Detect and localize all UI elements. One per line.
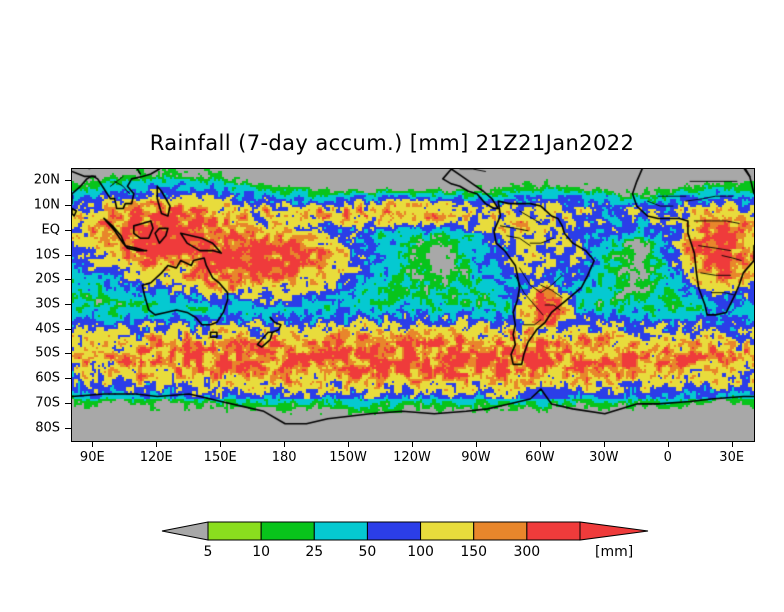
x-axis-tick-label: 60W — [525, 450, 555, 465]
y-axis-tick-mark — [65, 304, 71, 305]
colorbar-segment — [473, 521, 528, 541]
colorbar-segment — [207, 521, 262, 541]
colorbar-tick-label: 25 — [305, 544, 324, 560]
y-axis-tick-mark — [65, 427, 71, 429]
y-axis-tick-label: 30S — [35, 296, 60, 312]
x-axis-tick-mark — [156, 441, 158, 447]
y-axis-tick-mark — [65, 205, 71, 207]
x-axis-tick-label: 150W — [329, 450, 367, 465]
colorbar-tick-label: 100 — [407, 544, 434, 560]
x-axis-tick-label: 120E — [139, 450, 173, 465]
x-axis-tick-label: 30E — [719, 450, 745, 465]
colorbar-units-label: [mm] — [595, 544, 634, 560]
colorbar-over-arrow — [579, 521, 649, 541]
colorbar-tick-label: 150 — [460, 544, 488, 560]
colorbar: 5 10 25 50 100 150 300 [mm] — [160, 518, 650, 568]
x-axis-tick-mark — [731, 441, 733, 447]
y-axis-tick-mark — [65, 180, 71, 182]
y-axis-tick-mark — [65, 402, 71, 404]
y-axis-tick-label: 40S — [35, 321, 60, 337]
x-axis-tick-mark — [92, 441, 94, 447]
colorbar-segment — [526, 521, 581, 541]
y-axis-tick-label: 70S — [35, 395, 60, 411]
colorbar-tick-label: 300 — [513, 544, 541, 560]
x-axis-tick-mark — [539, 441, 541, 447]
x-axis-tick-mark — [475, 441, 477, 447]
x-axis-tick-label: 180 — [271, 450, 297, 465]
y-axis-tick-mark — [65, 229, 71, 231]
colorbar-tick-label: 5 — [203, 544, 213, 560]
x-axis-tick-label: 90E — [79, 450, 105, 465]
y-axis-tick-label: 50S — [35, 345, 60, 361]
colorbar-tick-label: 50 — [358, 544, 377, 560]
colorbar-segment — [420, 521, 475, 541]
y-axis-tick-label: 20N — [33, 172, 60, 188]
x-axis-tick-mark — [284, 441, 286, 447]
map-plot-area — [71, 168, 755, 442]
y-axis-tick-label: EQ — [41, 222, 60, 238]
y-axis-tick-label: 10N — [33, 197, 60, 213]
colorbar-segment — [313, 521, 368, 541]
y-axis-tick-label: 20S — [35, 271, 60, 287]
y-axis-tick-label: 10S — [35, 247, 60, 263]
x-axis-tick-mark — [220, 441, 222, 447]
y-axis-tick-mark — [65, 353, 71, 355]
y-axis-tick-mark — [65, 328, 71, 330]
rainfall-heatmap-canvas — [72, 169, 754, 441]
x-axis-tick-label: 90W — [461, 450, 491, 465]
y-axis-tick-mark — [65, 279, 71, 281]
y-axis-tick-label: 80S — [35, 420, 60, 436]
colorbar-segment — [260, 521, 315, 541]
y-axis-tick-mark — [65, 378, 71, 380]
colorbar-swatches — [161, 521, 649, 541]
x-axis-tick-label: 30W — [589, 450, 619, 465]
x-axis-tick-mark — [412, 441, 413, 447]
page-title: Rainfall (7-day accum.) [mm] 21Z21Jan202… — [149, 131, 635, 155]
colorbar-under-arrow — [161, 521, 209, 541]
x-axis-tick-label: 0 — [663, 450, 672, 465]
colorbar-tick-label: 10 — [252, 544, 271, 560]
y-axis-tick-label: 60S — [35, 370, 60, 386]
x-axis-tick-label: 120W — [393, 450, 431, 465]
x-axis-tick-mark — [667, 441, 669, 447]
x-axis-tick-mark — [348, 441, 350, 447]
y-axis-tick-mark — [65, 254, 71, 256]
colorbar-segment — [366, 521, 422, 541]
x-axis-tick-label: 150E — [203, 450, 237, 465]
x-axis-tick-mark — [603, 441, 605, 447]
